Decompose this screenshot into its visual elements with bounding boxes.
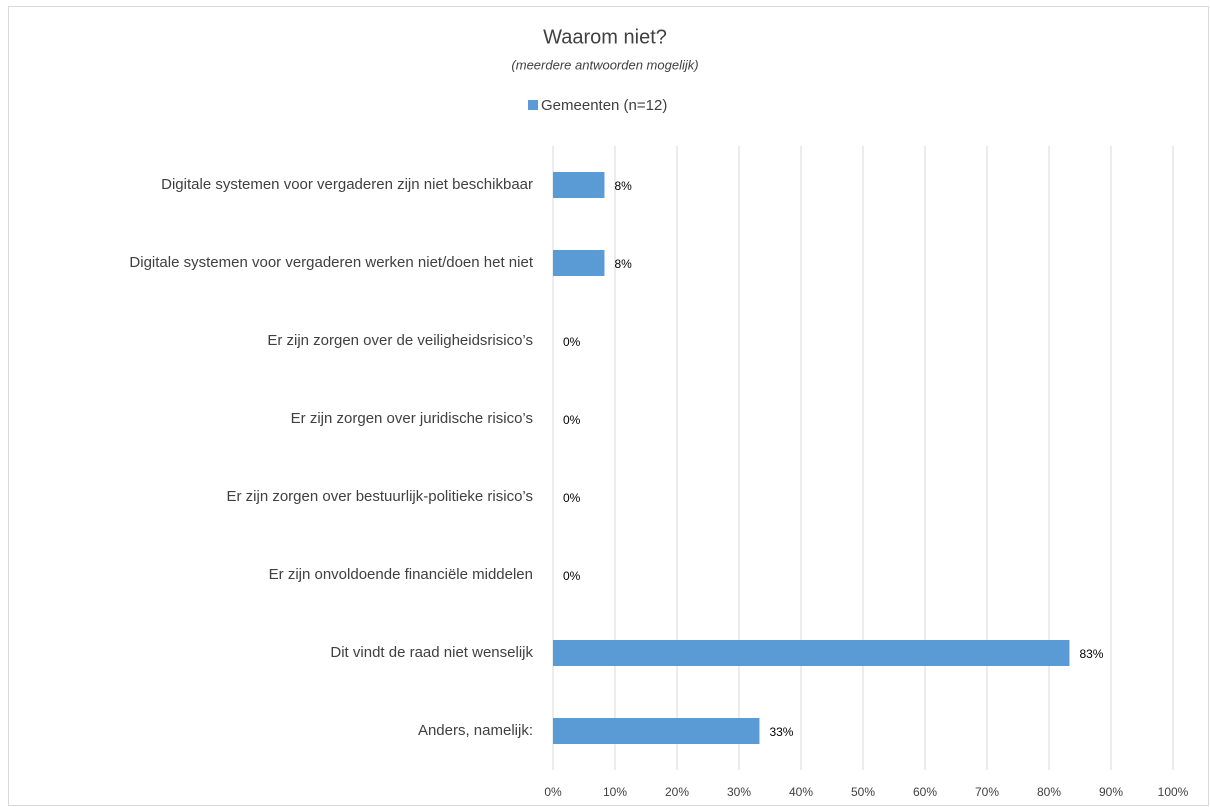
data-label: 8% xyxy=(614,257,632,271)
x-tick-label: 10% xyxy=(603,785,627,799)
y-tick-label: Er zijn zorgen over bestuurlijk-politiek… xyxy=(226,488,533,505)
data-label: 0% xyxy=(563,413,581,427)
bar xyxy=(553,172,605,198)
legend-label: Gemeenten (n=12) xyxy=(541,97,667,114)
y-tick-label: Anders, namelijk: xyxy=(418,722,533,739)
x-tick-label: 40% xyxy=(789,785,813,799)
x-tick-label: 80% xyxy=(1037,785,1061,799)
x-tick-label: 100% xyxy=(1158,785,1189,799)
y-tick-label: Er zijn zorgen over juridische risico’s xyxy=(291,410,533,427)
bar xyxy=(553,640,1070,666)
y-tick-label: Er zijn zorgen over de veiligheidsrisico… xyxy=(267,332,533,349)
x-tick-label: 90% xyxy=(1099,785,1123,799)
y-tick-label: Dit vindt de raad niet wenselijk xyxy=(330,644,533,661)
data-label: 0% xyxy=(563,335,581,349)
bar xyxy=(553,250,605,276)
y-tick-label: Er zijn onvoldoende financiële middelen xyxy=(269,566,533,583)
data-label: 0% xyxy=(563,569,581,583)
chart-title: Waarom niet? xyxy=(543,26,667,48)
chart-subtitle: (meerdere antwoorden mogelijk) xyxy=(511,57,698,72)
data-label: 83% xyxy=(1079,647,1103,661)
data-label: 33% xyxy=(769,725,793,739)
data-label: 0% xyxy=(563,491,581,505)
data-label: 8% xyxy=(614,179,632,193)
x-tick-label: 0% xyxy=(544,785,562,799)
chart-border xyxy=(8,6,1209,806)
y-tick-label: Digitale systemen voor vergaderen werken… xyxy=(129,254,533,271)
x-tick-label: 60% xyxy=(913,785,937,799)
x-tick-label: 30% xyxy=(727,785,751,799)
legend-swatch xyxy=(528,100,538,110)
x-tick-label: 20% xyxy=(665,785,689,799)
x-tick-label: 70% xyxy=(975,785,999,799)
bar xyxy=(553,718,760,744)
x-tick-label: 50% xyxy=(851,785,875,799)
y-tick-label: Digitale systemen voor vergaderen zijn n… xyxy=(161,176,533,193)
